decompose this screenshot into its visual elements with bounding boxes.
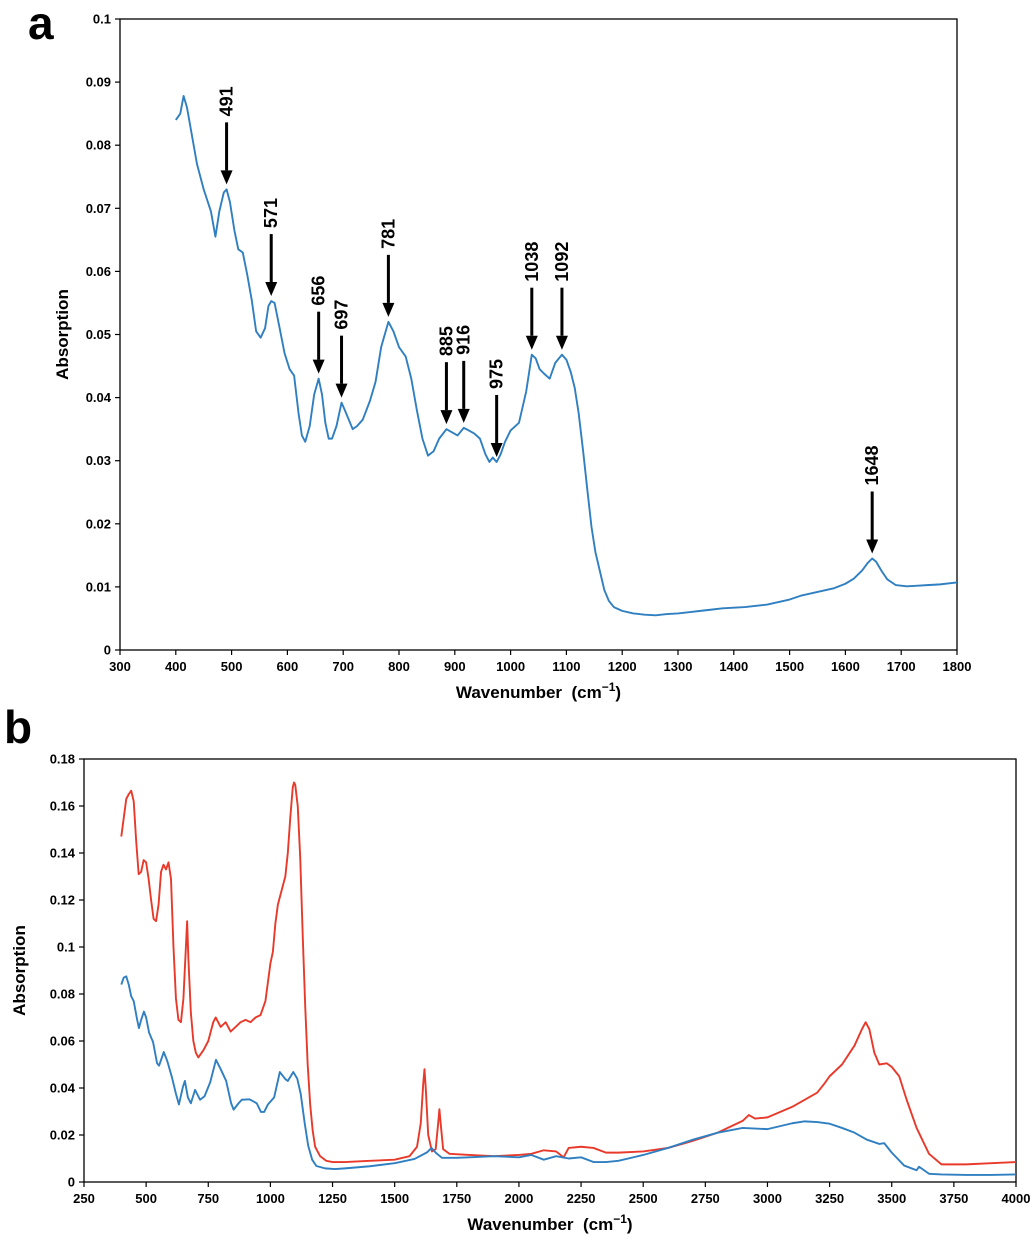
chart-b: 0 0.02 0.04 0.06 0.08 0.1 0.12 0.14 0.16 0.18 250 5…	[10, 752, 1031, 1235]
peak-label: 491	[217, 86, 237, 116]
x-tick-label: 1500	[775, 659, 804, 674]
chart-a: 0 0.01 0.02 0.03 0.04 0.05 0.06 0.07 0.08 0.09 0.1…	[53, 12, 972, 703]
y-tick-label: 0.02	[50, 1128, 75, 1143]
peak-arrow-head	[312, 359, 325, 374]
x-tick-label: 500	[135, 1191, 157, 1206]
panel-letter-b: b	[4, 701, 33, 753]
x-tick-label: 1000	[496, 659, 525, 674]
x-axis-title-text: Wavenumber (cm	[456, 683, 602, 702]
y-tick-label: 0.09	[86, 75, 111, 90]
x-tick-label: 1400	[719, 659, 748, 674]
x-tick-label: 500	[221, 659, 243, 674]
x-tick-label: 1700	[887, 659, 916, 674]
x-tick-label: 1800	[943, 659, 972, 674]
plot-frame	[119, 18, 958, 651]
peak-arrow-head	[382, 302, 395, 317]
x-tick-label: 1000	[256, 1191, 285, 1206]
x-tick-label: 3750	[939, 1191, 968, 1206]
x-tick-label: 300	[109, 659, 131, 674]
peak-label: 916	[454, 325, 474, 355]
peak-arrow-head	[220, 170, 233, 185]
x-axis-title-close: )	[615, 683, 621, 702]
x-tick-label: 250	[73, 1191, 95, 1206]
peak-label: 571	[261, 198, 281, 228]
plot-frame	[83, 758, 1017, 1183]
y-tick-label: 0.04	[50, 1081, 76, 1096]
y-tick-label: 0.08	[86, 138, 111, 153]
y-tick-label: 0.07	[86, 201, 111, 216]
x-tick-label: 2000	[504, 1191, 533, 1206]
x-axis-title-close: )	[627, 1215, 633, 1234]
y-tick-label: 0.06	[86, 264, 111, 279]
x-axis-title-sup: −1	[602, 680, 616, 694]
y-tick-label: 0.16	[50, 799, 75, 814]
peak-arrow-head	[866, 539, 879, 554]
y-tick-label: 0.05	[86, 327, 111, 342]
y-axis-title: Absorption	[10, 925, 29, 1016]
y-tick-label: 0.14	[50, 846, 76, 861]
x-tick-label: 3250	[815, 1191, 844, 1206]
x-tick-label: 1300	[664, 659, 693, 674]
x-tick-label: 1500	[380, 1191, 409, 1206]
y-axis-title: Absorption	[53, 289, 72, 380]
peak-label: 781	[378, 219, 398, 249]
x-tick-label: 1750	[442, 1191, 471, 1206]
y-tick-label: 0.18	[50, 752, 75, 767]
x-tick-label: 1100	[552, 659, 580, 674]
peak-label: 975	[487, 359, 507, 389]
x-tick-label: 1600	[831, 659, 860, 674]
x-tick-label: 750	[197, 1191, 219, 1206]
y-tick-label: 0	[68, 1175, 75, 1190]
series-line-0	[120, 781, 1017, 1166]
peak-arrow-head	[335, 383, 348, 398]
x-tick-label: 3000	[753, 1191, 782, 1206]
peak-arrow-head	[457, 408, 470, 423]
x-axis-title: Wavenumber (cm−1)	[456, 680, 621, 702]
y-tick-label: 0.06	[50, 1034, 75, 1049]
y-tick-label: 0.08	[50, 987, 75, 1002]
x-tick-label: 2750	[691, 1191, 720, 1206]
peak-arrow-head	[525, 335, 538, 350]
x-axis-title-sup: −1	[613, 1212, 627, 1226]
series-line-1	[120, 975, 1017, 1176]
x-tick-label: 900	[444, 659, 466, 674]
x-tick-label: 3500	[877, 1191, 906, 1206]
peak-label: 1092	[552, 242, 572, 282]
x-tick-label: 4000	[1002, 1191, 1031, 1206]
series-line-0	[175, 95, 958, 617]
peak-label: 697	[332, 300, 352, 330]
x-tick-label: 2250	[567, 1191, 596, 1206]
y-tick-label: 0	[104, 643, 111, 658]
y-tick-label: 0.12	[50, 893, 75, 908]
y-tick-label: 0.01	[86, 579, 111, 594]
y-tick-label: 0.03	[86, 453, 111, 468]
x-axis-title-text: Wavenumber (cm	[467, 1215, 613, 1234]
panel-a: a 0 0.01 0.02 0.03 0.04 0.05 0.06 0.07 0.08 0.09 0…	[28, 0, 972, 703]
x-tick-label: 800	[388, 659, 410, 674]
peak-arrow-head	[490, 442, 503, 457]
peak-label: 1648	[862, 445, 882, 485]
panel-letter-a: a	[28, 0, 54, 49]
x-tick-label: 1250	[318, 1191, 347, 1206]
peak-arrow-head	[265, 282, 278, 297]
peak-arrow-head	[440, 410, 453, 425]
x-tick-label: 700	[332, 659, 354, 674]
y-tick-label: 0.02	[86, 516, 111, 531]
panel-b: b 0 0.02 0.04 0.06 0.08 0.1 0.12 0.14 0.16 0.18 25…	[0, 704, 1035, 1238]
peak-arrow-head	[555, 335, 568, 350]
y-tick-label: 0.04	[86, 390, 112, 405]
y-tick-label: 0.1	[57, 940, 75, 955]
x-tick-label: 400	[165, 659, 187, 674]
y-tick-label: 0.1	[93, 12, 111, 27]
x-tick-label: 1200	[608, 659, 637, 674]
x-axis-title: Wavenumber (cm−1)	[467, 1212, 632, 1234]
peak-label: 885	[436, 326, 456, 356]
peak-label: 1038	[522, 242, 542, 282]
x-tick-label: 2500	[629, 1191, 658, 1206]
x-tick-label: 600	[277, 659, 299, 674]
peak-label: 656	[309, 276, 329, 306]
